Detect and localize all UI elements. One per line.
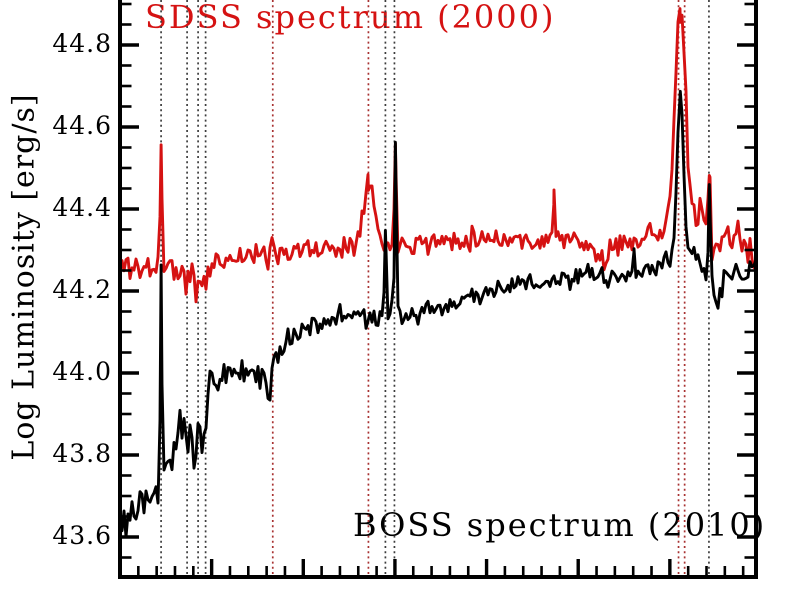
- boss-series-label: BOSS spectrum (2010): [353, 506, 767, 544]
- y-tick-label: 44.4: [52, 193, 112, 222]
- series-curve-boss: [118, 89, 758, 539]
- y-tick-label: 44.6: [52, 111, 112, 140]
- y-tick-label: 44.8: [52, 29, 112, 58]
- series-curve-sdss: [118, 7, 758, 304]
- sdss-series-label: SDSS spectrum (2000): [145, 0, 556, 36]
- y-tick-label: 44.2: [52, 275, 112, 304]
- y-tick-label: 44.0: [52, 357, 112, 386]
- y-tick-label: 43.8: [52, 439, 112, 468]
- y-tick-label: 43.6: [52, 521, 112, 550]
